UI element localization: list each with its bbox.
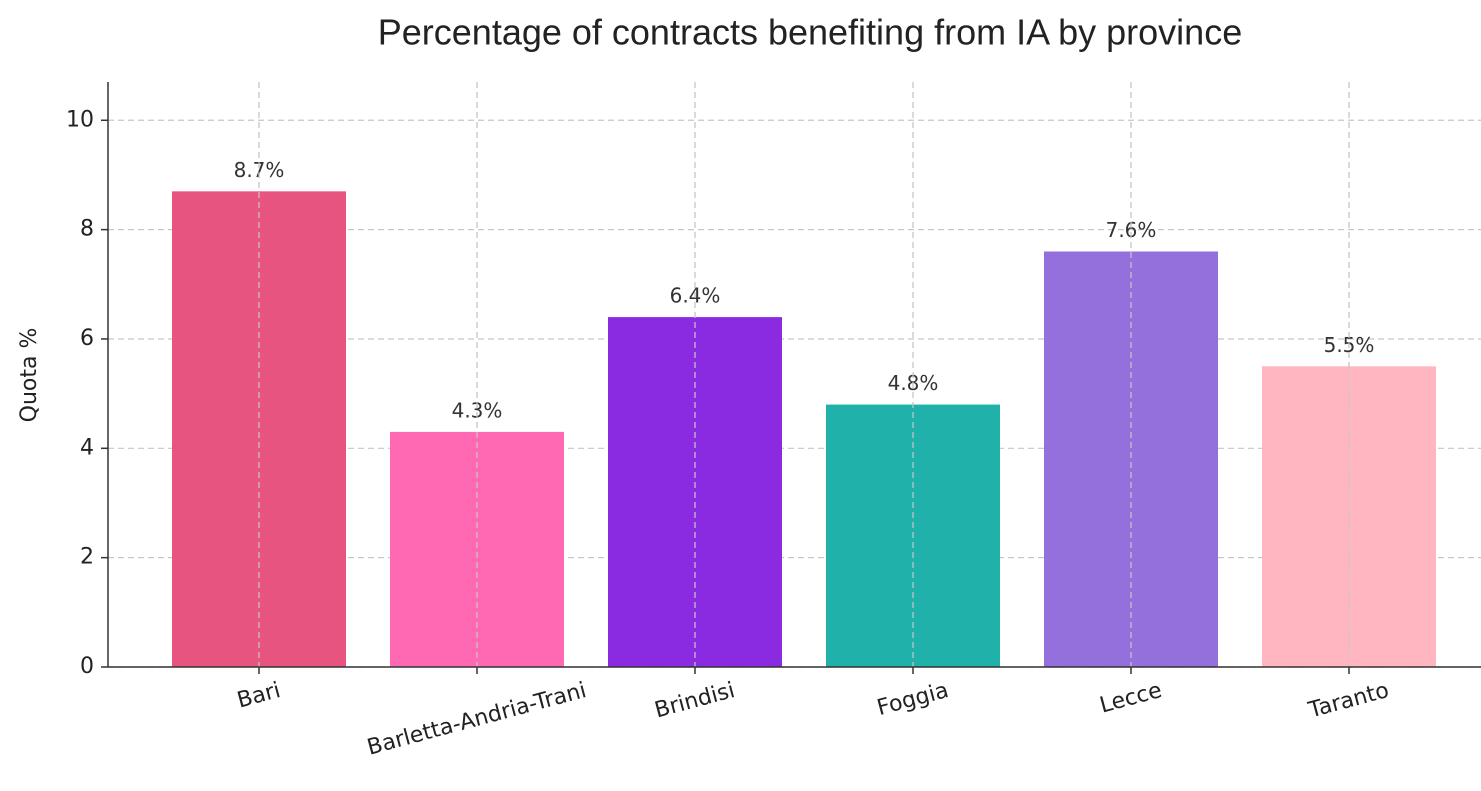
x-tick-label: Brindisi bbox=[652, 678, 738, 723]
x-tick-label: Bari bbox=[235, 678, 284, 713]
x-tick-label: Taranto bbox=[1305, 678, 1391, 724]
y-tick-label: 0 bbox=[80, 654, 94, 679]
y-tick-label: 2 bbox=[80, 545, 94, 570]
y-tick-label: 10 bbox=[66, 107, 94, 132]
y-tick-label: 8 bbox=[80, 217, 94, 242]
value-label: 7.6% bbox=[1106, 218, 1157, 242]
x-tick-label: Lecce bbox=[1097, 678, 1164, 718]
x-tick-label: Foggia bbox=[874, 678, 951, 721]
y-tick-label: 4 bbox=[80, 435, 94, 460]
x-tick-label: Barletta-Andria-Trani bbox=[365, 678, 590, 761]
y-axis-label: Quota % bbox=[17, 328, 42, 423]
chart-title: Percentage of contracts benefiting from … bbox=[378, 12, 1242, 53]
y-tick-label: 6 bbox=[80, 326, 94, 351]
value-label: 8.7% bbox=[234, 158, 285, 182]
